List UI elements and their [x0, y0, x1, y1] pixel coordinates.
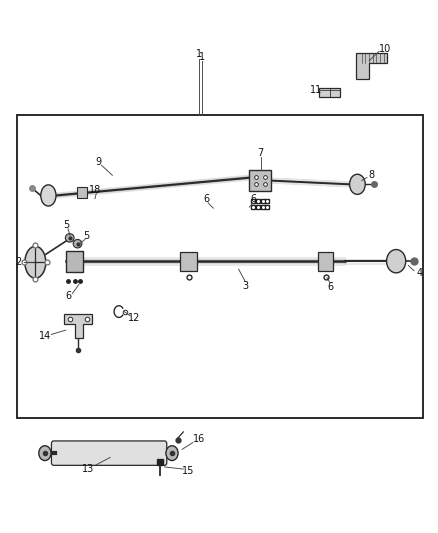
Text: 8: 8: [368, 171, 374, 180]
Text: 1: 1: [198, 52, 205, 62]
Text: 15: 15: [182, 466, 195, 475]
Ellipse shape: [73, 239, 82, 248]
Ellipse shape: [350, 174, 365, 195]
Ellipse shape: [387, 249, 406, 273]
Text: 5: 5: [83, 231, 89, 241]
Bar: [17, 115, 423, 418]
Text: 2: 2: [16, 257, 22, 267]
Text: 6: 6: [203, 193, 209, 204]
Ellipse shape: [25, 246, 46, 278]
Text: 18: 18: [89, 184, 101, 195]
Bar: [318, 252, 333, 271]
Text: 10: 10: [379, 44, 392, 54]
Text: 12: 12: [128, 313, 140, 323]
Ellipse shape: [166, 446, 178, 461]
Ellipse shape: [39, 446, 51, 461]
Bar: [66, 251, 83, 272]
Bar: [180, 252, 197, 271]
Text: 4: 4: [416, 268, 422, 278]
Text: 5: 5: [64, 220, 70, 230]
Text: 6: 6: [327, 281, 333, 292]
Bar: [319, 88, 340, 98]
Polygon shape: [356, 53, 387, 79]
Text: 1: 1: [196, 50, 202, 59]
Text: 6: 6: [251, 193, 257, 204]
Ellipse shape: [41, 185, 56, 206]
Text: 14: 14: [39, 332, 51, 342]
Text: 13: 13: [82, 464, 95, 474]
Text: 7: 7: [258, 148, 264, 158]
Ellipse shape: [65, 233, 74, 242]
Bar: [250, 170, 271, 191]
Text: 9: 9: [95, 157, 101, 167]
Polygon shape: [64, 314, 92, 337]
Bar: [77, 187, 87, 198]
Text: 6: 6: [66, 290, 72, 301]
Text: 16: 16: [193, 434, 205, 444]
Text: 11: 11: [310, 85, 322, 95]
Text: 3: 3: [242, 280, 248, 290]
FancyBboxPatch shape: [51, 441, 167, 465]
